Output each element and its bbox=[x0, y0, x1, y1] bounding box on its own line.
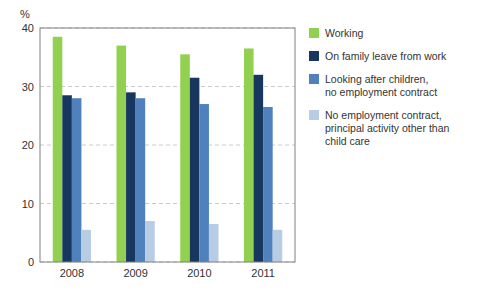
bar bbox=[209, 224, 219, 262]
legend-label: No employment contract,principal activit… bbox=[325, 109, 449, 147]
bar bbox=[53, 37, 63, 262]
bars bbox=[53, 37, 283, 262]
legend-label-line: no employment contract bbox=[325, 86, 437, 98]
x-tick-label: 2009 bbox=[123, 267, 147, 279]
bar bbox=[136, 98, 146, 262]
legend-label-line: Looking after children, bbox=[325, 73, 428, 85]
bar bbox=[145, 221, 155, 262]
y-tick-label: 10 bbox=[22, 198, 34, 210]
legend-swatch bbox=[309, 28, 319, 38]
bar bbox=[263, 107, 273, 262]
x-tick-label: 2008 bbox=[60, 267, 84, 279]
x-tick-label: 2010 bbox=[187, 267, 211, 279]
legend-label: On family leave from work bbox=[325, 50, 447, 62]
bar bbox=[81, 230, 91, 262]
chart-svg: 0 10 20 30 40% 2008 2009 2010 2011 Working On fami… bbox=[0, 0, 493, 292]
x-tick-label: 2011 bbox=[251, 267, 275, 279]
legend-label: Working bbox=[325, 27, 363, 39]
legend-swatch bbox=[309, 51, 319, 61]
legend-swatch bbox=[309, 110, 319, 120]
bar bbox=[244, 48, 254, 262]
legend-label-line: Working bbox=[325, 27, 363, 39]
chart-container: 0 10 20 30 40% 2008 2009 2010 2011 Working On fami… bbox=[0, 0, 493, 292]
y-tick-label: 0 bbox=[28, 256, 34, 268]
y-axis-label: % bbox=[20, 8, 30, 20]
background bbox=[0, 0, 493, 292]
plot-frame bbox=[40, 28, 295, 262]
bar bbox=[72, 98, 82, 262]
grid bbox=[40, 28, 295, 262]
legend-swatch bbox=[309, 74, 319, 84]
bar bbox=[190, 78, 200, 262]
legend-label: Looking after children,no employment con… bbox=[325, 73, 437, 98]
bar bbox=[62, 95, 72, 262]
legend-label-line: On family leave from work bbox=[325, 50, 447, 62]
bar bbox=[199, 104, 209, 262]
bar bbox=[180, 54, 190, 262]
legend-label-line: No employment contract, bbox=[325, 109, 442, 121]
y-tick-label: 40 bbox=[22, 22, 34, 34]
legend-label-line: principal activity other than bbox=[325, 122, 449, 134]
bar bbox=[117, 46, 127, 262]
bar bbox=[273, 230, 283, 262]
y-tick-label: 20 bbox=[22, 139, 34, 151]
bar bbox=[254, 75, 264, 262]
y-tick-label: 30 bbox=[22, 81, 34, 93]
bar bbox=[126, 92, 136, 262]
legend: Working On family leave from work Looking … bbox=[309, 27, 449, 147]
legend-label-line: child care bbox=[325, 135, 370, 147]
